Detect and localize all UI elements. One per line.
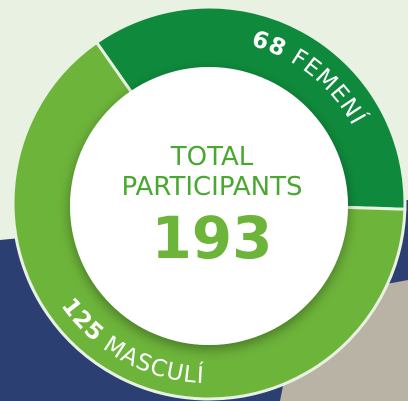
total: 193: [151, 204, 272, 272]
title-word: PARTICIPANTS: [122, 172, 303, 202]
donut-hole: [70, 67, 348, 345]
title-line: TOTAL PARTICIPANTS: [122, 142, 303, 202]
title-word: TOTAL: [170, 142, 254, 172]
